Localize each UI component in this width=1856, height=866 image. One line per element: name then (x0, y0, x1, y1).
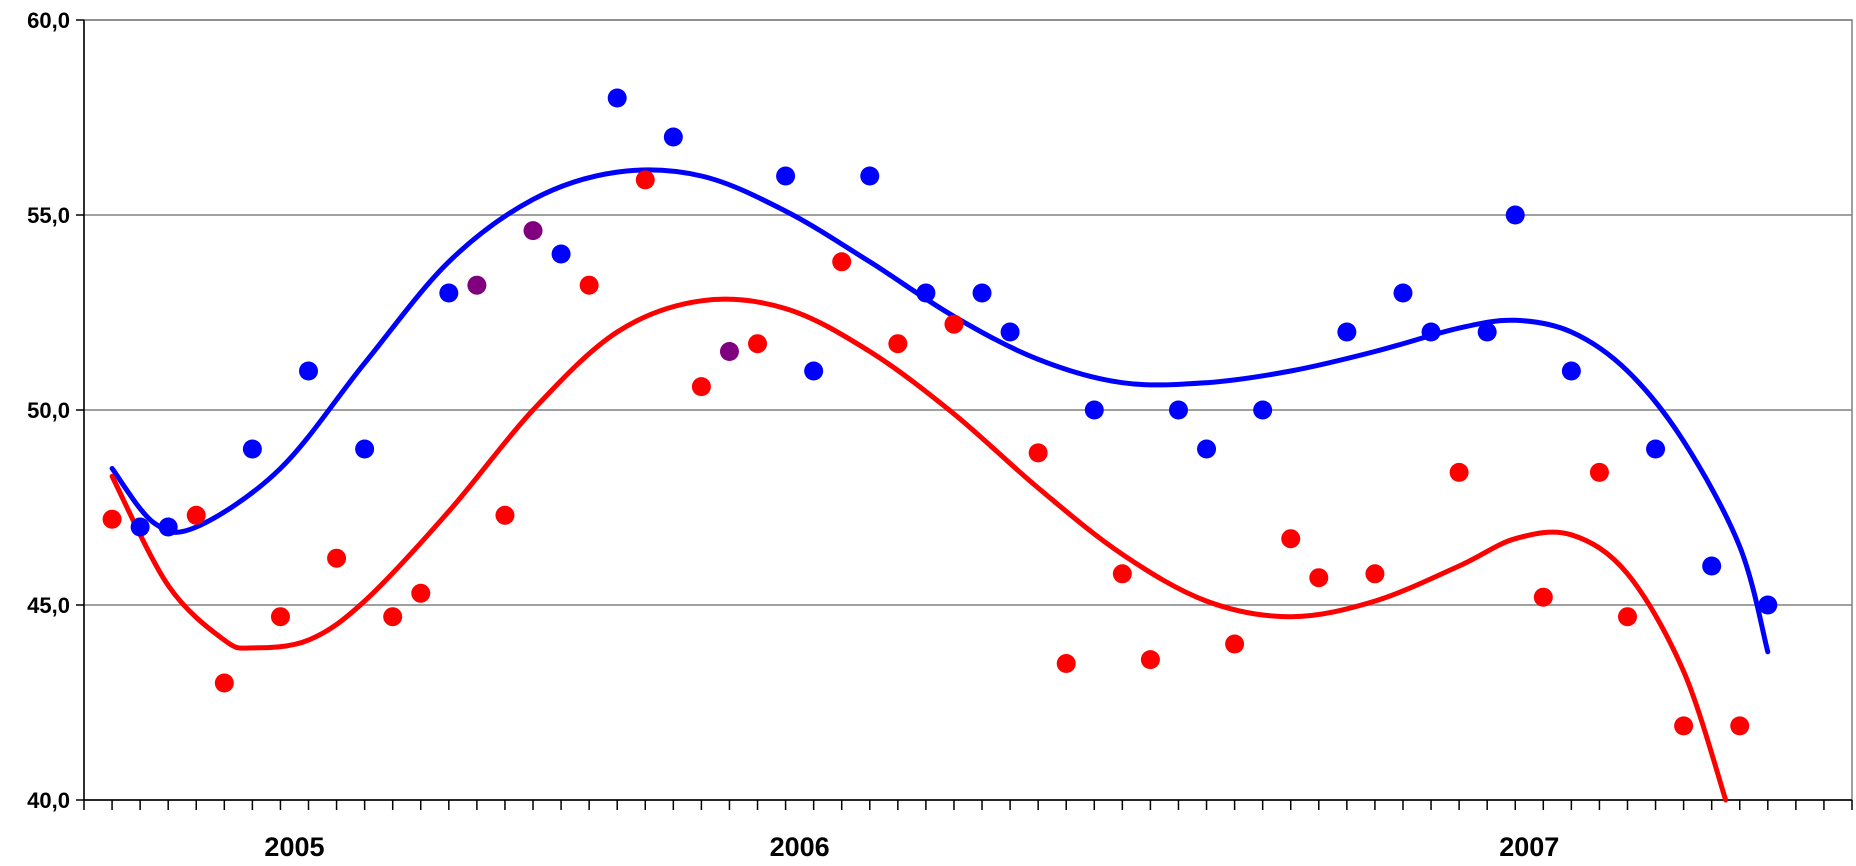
data-point-red (888, 334, 908, 354)
data-point-blue (776, 166, 796, 186)
data-point-red (1617, 607, 1637, 627)
data-point-red (1533, 587, 1553, 607)
data-point-red (748, 334, 768, 354)
data-point-red (1449, 462, 1469, 482)
x-category-label: 2005 (264, 832, 324, 862)
data-point-blue (1702, 556, 1722, 576)
data-point-blue (1197, 439, 1217, 459)
data-point-blue (130, 517, 150, 537)
data-point-red (270, 607, 290, 627)
data-point-blue (804, 361, 824, 381)
data-point-blue (607, 88, 627, 108)
data-point-red (411, 583, 431, 603)
data-point-red (579, 275, 599, 295)
data-point-blue (1758, 595, 1778, 615)
data-point-red (214, 673, 234, 693)
x-category-label: 2007 (1499, 832, 1559, 862)
data-point-blue (1337, 322, 1357, 342)
data-point-red (383, 607, 403, 627)
data-point-blue (355, 439, 375, 459)
data-point-red (1730, 716, 1750, 736)
data-point-blue (1421, 322, 1441, 342)
data-point-red (1056, 654, 1076, 673)
data-point-red (327, 548, 347, 568)
y-tick-label: 55,0 (27, 203, 70, 228)
data-point-blue (663, 127, 683, 147)
data-point-red (1365, 564, 1385, 584)
data-point-red (1589, 462, 1609, 482)
data-point-red (1140, 650, 1160, 670)
data-point-red (691, 377, 711, 397)
data-point-blue (916, 283, 936, 303)
data-point-blue (299, 361, 319, 381)
data-point-red (635, 170, 655, 190)
data-point-red (1281, 529, 1301, 549)
point-layer (102, 88, 1778, 736)
data-point-blue (158, 517, 178, 537)
data-point-blue (1646, 439, 1666, 459)
data-point-blue (1000, 322, 1020, 342)
data-point-blue (1477, 322, 1497, 342)
data-point-blue (972, 283, 992, 303)
data-point-purple (719, 342, 739, 361)
data-point-red (186, 505, 206, 525)
data-point-blue (860, 166, 880, 186)
data-point-blue (1505, 205, 1525, 225)
data-point-red (495, 505, 515, 525)
data-point-red (1225, 634, 1245, 654)
data-point-red (1309, 568, 1329, 588)
data-point-purple (523, 221, 543, 241)
data-point-red (832, 252, 852, 272)
axis-layer (76, 19, 1853, 810)
data-point-red (944, 314, 964, 334)
y-tick-label: 45,0 (27, 593, 70, 618)
label-layer: 60,0 55,0 50,0 45,0 40,0 2005 2006 2007 (27, 8, 1559, 862)
trend-layer (109, 167, 1771, 803)
y-tick-label: 40,0 (27, 788, 70, 813)
data-point-blue (1168, 400, 1188, 420)
data-point-blue (242, 439, 262, 459)
data-point-red (1674, 716, 1694, 736)
data-point-blue (1253, 400, 1273, 420)
data-point-blue (551, 244, 571, 264)
data-point-red (1112, 564, 1132, 584)
trend-line-red (109, 296, 1729, 803)
data-point-purple (467, 275, 487, 295)
data-point-blue (1393, 283, 1413, 303)
y-tick-label: 60,0 (27, 8, 70, 33)
data-point-blue (1561, 361, 1581, 381)
trend-line-blue (109, 167, 1771, 655)
y-tick-label: 50,0 (27, 398, 70, 423)
grid-layer (83, 19, 1853, 801)
data-point-red (1028, 443, 1048, 463)
data-point-blue (439, 283, 459, 303)
data-point-blue (1084, 400, 1104, 420)
x-category-label: 2006 (770, 832, 830, 862)
data-point-red (102, 509, 122, 529)
